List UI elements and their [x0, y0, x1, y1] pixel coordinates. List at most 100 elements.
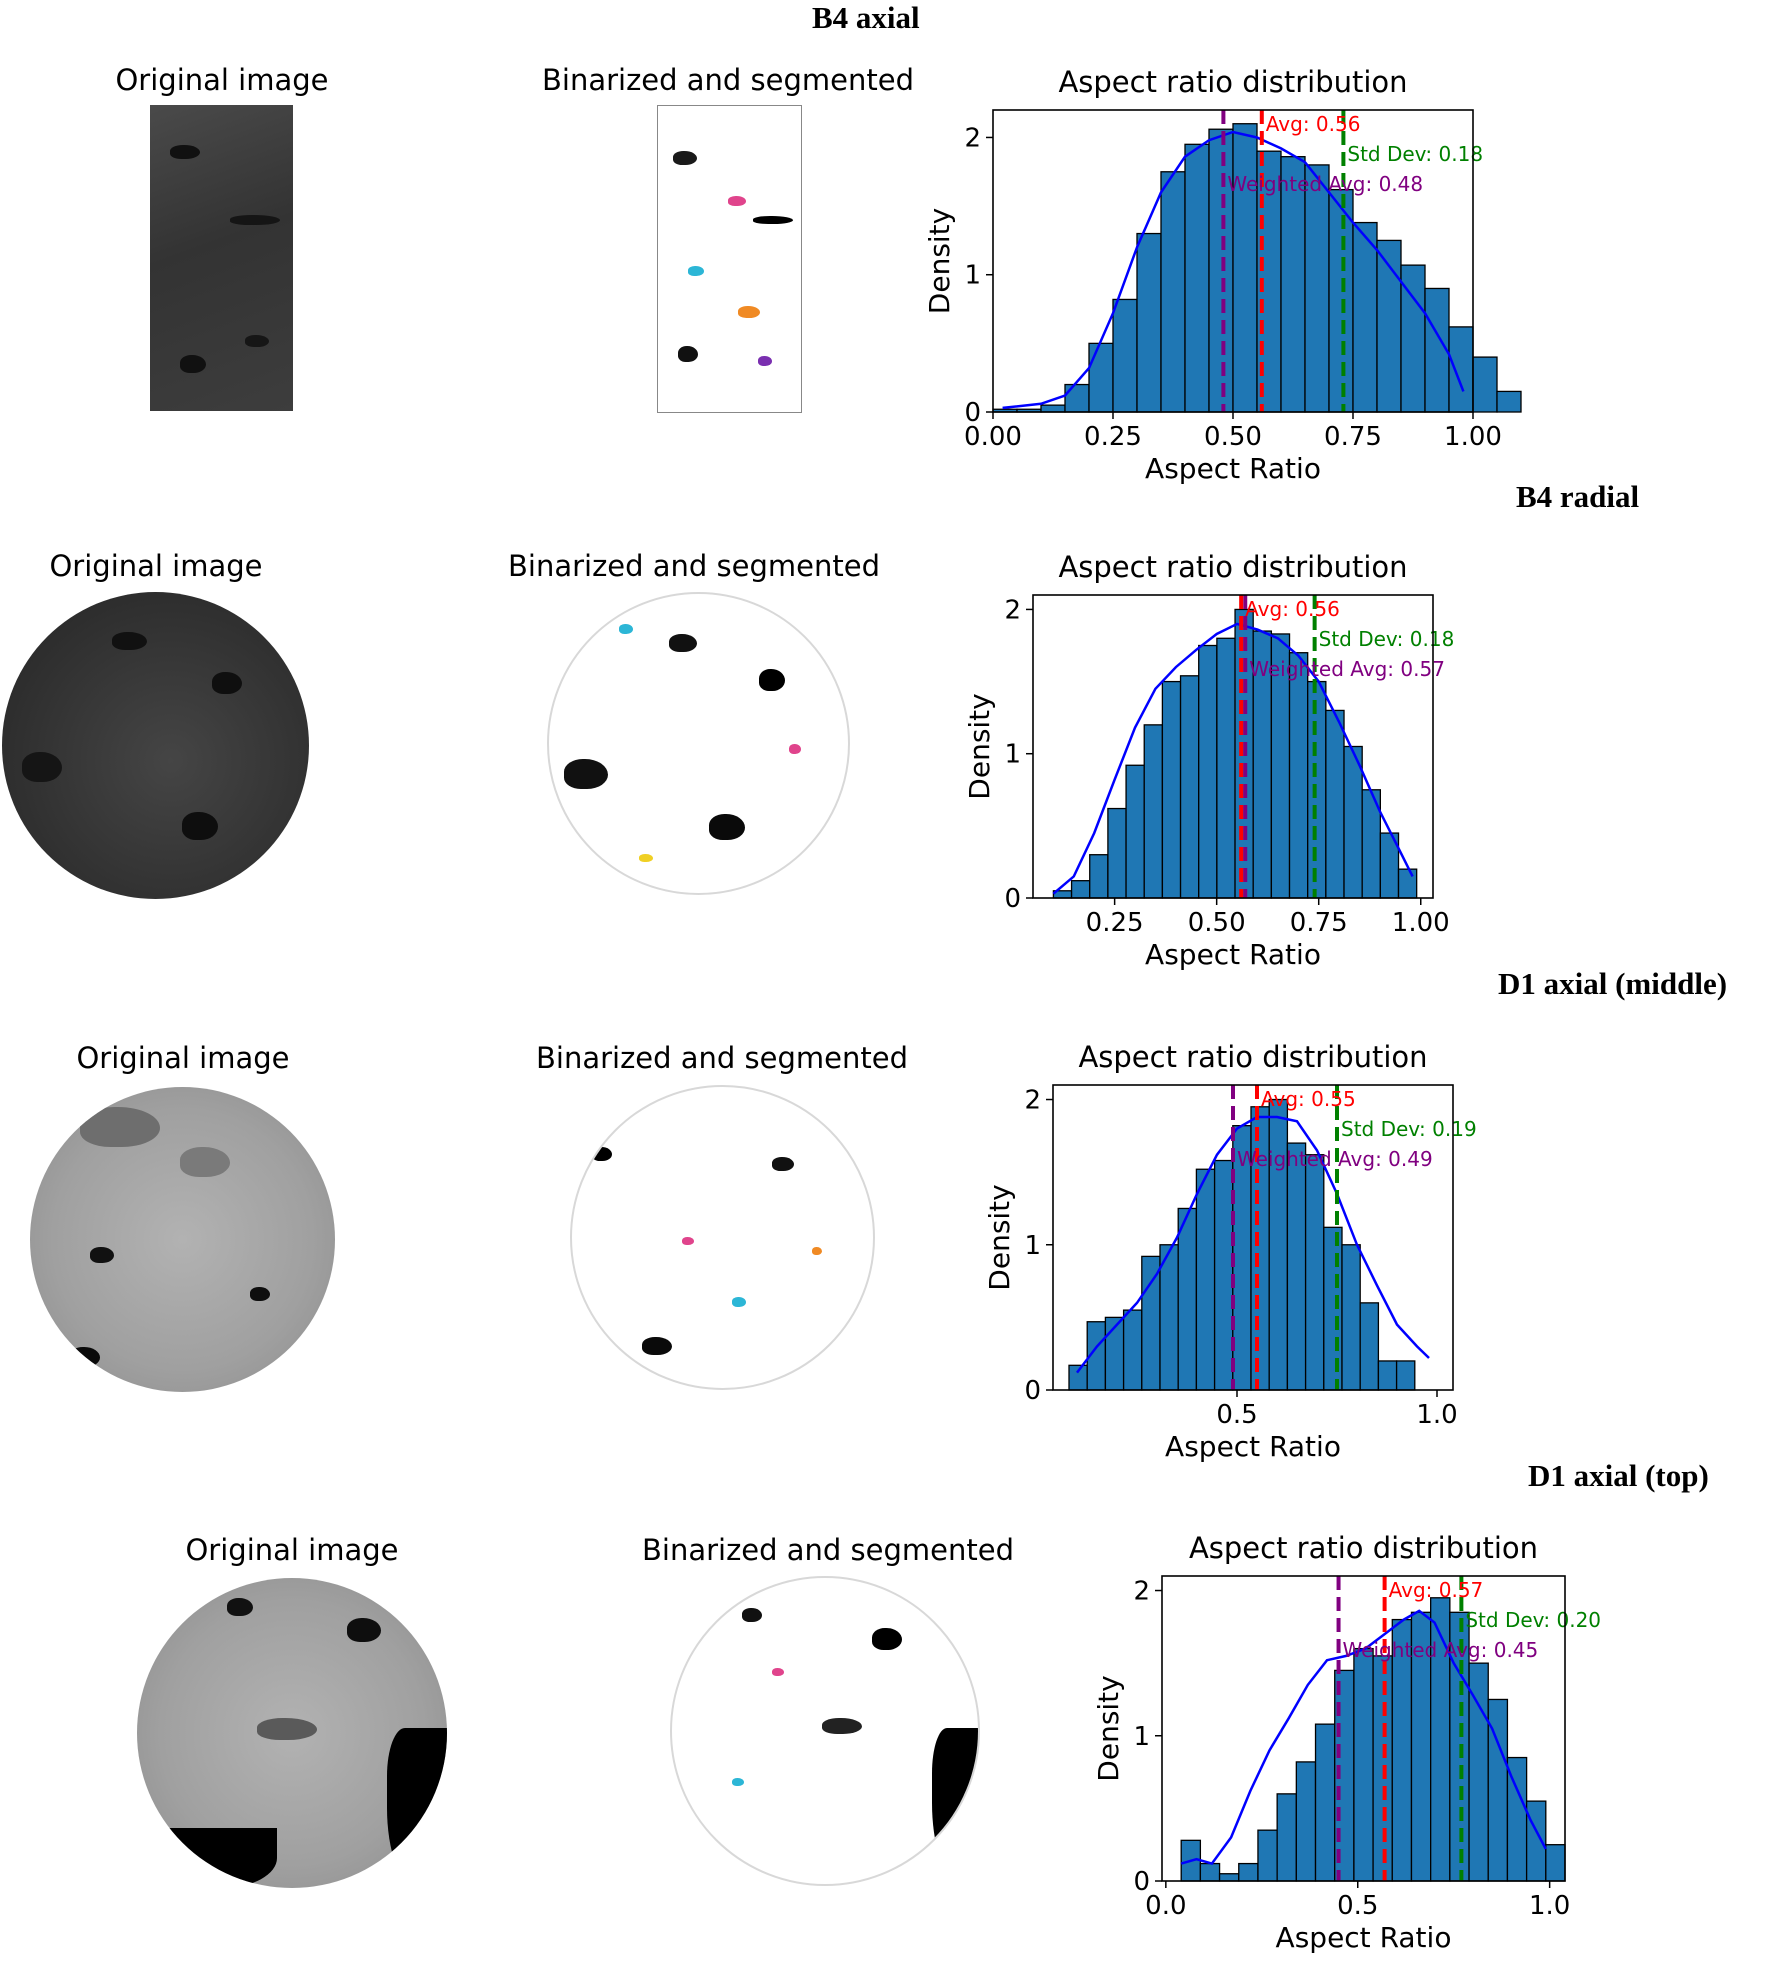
chart-title: Aspect ratio distribution: [1058, 65, 1407, 99]
histogram-bar: [1268, 1098, 1289, 1391]
weighted-avg-label: Weighted Avg: 0.48: [1227, 172, 1423, 196]
histogram-bar: [1179, 675, 1200, 899]
x-tick-label: 0.25: [1084, 422, 1142, 452]
y-tick-label: 1: [1024, 1231, 1041, 1261]
histogram-bar: [1377, 1360, 1398, 1391]
x-tick-label: 1.00: [1392, 908, 1450, 938]
row-title-d1-axial-middle: D1 axial (middle): [1498, 966, 1728, 1001]
y-tick-label: 0: [964, 398, 981, 428]
segmented-image: [570, 1085, 875, 1390]
original-image: [2, 592, 309, 899]
histogram-bar: [1288, 652, 1309, 899]
histogram-bar: [1068, 1364, 1088, 1391]
chart-title: Aspect ratio distribution: [1078, 1040, 1427, 1074]
histogram-bar: [1307, 680, 1327, 899]
row-title-b4-radial: B4 radial: [1516, 479, 1640, 514]
histogram-bar: [1180, 1839, 1202, 1882]
weighted-avg-label: Weighted Avg: 0.57: [1249, 657, 1445, 681]
histogram-bar: [1052, 890, 1073, 899]
std-dev-label: Std Dev: 0.18: [1319, 627, 1455, 651]
histogram-bar: [1184, 143, 1210, 413]
histogram-bar: [1122, 1309, 1143, 1391]
histogram-bar: [1343, 745, 1363, 899]
weighted-avg-label: Weighted Avg: 0.49: [1237, 1147, 1433, 1171]
x-tick-label: 0.50: [1188, 908, 1246, 938]
histogram-bar: [1304, 164, 1330, 413]
original-image: [30, 1087, 335, 1392]
x-tick-label: 0.25: [1086, 908, 1144, 938]
histogram-bar: [1159, 1244, 1179, 1391]
histogram-bar: [1016, 408, 1042, 413]
std-dev-label: Std Dev: 0.19: [1341, 1117, 1477, 1141]
kde-line: [1052, 622, 1414, 895]
original-image: [150, 105, 293, 411]
axes-frame: [1161, 1575, 1566, 1882]
histogram-bar: [1257, 1829, 1278, 1882]
original-image-label: Original image: [185, 1533, 399, 1567]
avg-label: Avg: 0.55: [1261, 1087, 1356, 1111]
histogram-bar: [1276, 1793, 1297, 1882]
histogram-bar: [1216, 637, 1236, 899]
histogram-bar: [1177, 1207, 1198, 1391]
histogram-bar: [1353, 1647, 1374, 1882]
segmented-image-label: Binarized and segmented: [535, 1041, 909, 1075]
avg-label: Avg: 0.56: [1266, 112, 1361, 136]
histogram-bar: [1161, 680, 1182, 899]
x-tick-label: 0.5: [1337, 1891, 1378, 1921]
histogram-bar: [992, 408, 1018, 413]
y-tick-label: 1: [1133, 1722, 1150, 1752]
histogram-bar: [1359, 1302, 1380, 1391]
histogram-bar: [1270, 633, 1291, 899]
histogram-bar: [1040, 404, 1066, 413]
x-axis-label: Aspect Ratio: [1145, 938, 1321, 971]
histogram-bar: [1198, 644, 1218, 899]
histogram-bar: [1218, 1873, 1240, 1882]
x-tick-label: 0.75: [1290, 908, 1348, 938]
histogram-bar: [1334, 1669, 1355, 1882]
histogram-bar: [1213, 1159, 1234, 1391]
histogram-bar: [1449, 1611, 1470, 1882]
chart-title: Aspect ratio distribution: [1189, 1531, 1538, 1565]
kde-line: [1180, 1609, 1547, 1866]
kde-line: [1002, 130, 1465, 410]
histogram-bar: [1328, 188, 1354, 413]
axes-frame: [1032, 594, 1434, 899]
histogram-bar: [1496, 390, 1522, 413]
histogram-bar: [1295, 1761, 1317, 1882]
avg-label: Avg: 0.57: [1389, 1578, 1484, 1602]
y-tick-label: 0: [1004, 884, 1021, 914]
histogram-bar: [1286, 1142, 1307, 1391]
histogram-bar: [1143, 724, 1164, 899]
segmented-image-label: Binarized and segmented: [641, 1533, 1015, 1567]
x-axis-label: Aspect Ratio: [1165, 1430, 1341, 1463]
y-tick-label: 2: [1004, 595, 1021, 625]
x-tick-label: 0.5: [1216, 1400, 1257, 1430]
y-axis-label: Density: [1092, 1675, 1125, 1781]
histogram-bar: [1238, 1862, 1259, 1882]
histogram-bar: [1376, 239, 1402, 413]
histogram-bar: [1341, 1244, 1361, 1391]
histogram-bar: [1361, 789, 1381, 899]
histogram-bar: [1304, 1154, 1325, 1391]
histogram-bar: [1472, 356, 1498, 413]
histogram-bar: [1506, 1756, 1528, 1882]
histogram-bar: [1391, 1618, 1413, 1882]
segmented-image: [670, 1576, 980, 1886]
y-axis-label: Density: [983, 1184, 1016, 1290]
histogram-bar: [1125, 764, 1145, 899]
histogram-bar: [1088, 342, 1114, 413]
histogram-bar: [1379, 832, 1400, 899]
histogram-bar: [1410, 1611, 1432, 1882]
y-tick-label: 1: [1004, 740, 1021, 770]
x-axis-label: Aspect Ratio: [1276, 1921, 1452, 1954]
histogram-bar: [1232, 1125, 1252, 1391]
std-dev-label: Std Dev: 0.20: [1465, 1608, 1601, 1632]
kde-line: [1076, 1115, 1430, 1374]
histogram-bar: [1545, 1844, 1566, 1882]
histogram-bar: [1397, 868, 1418, 899]
y-tick-label: 2: [964, 123, 981, 153]
histogram-bar: [1234, 608, 1254, 899]
histogram-bar: [1395, 1360, 1416, 1391]
histogram-bar: [1160, 171, 1186, 413]
chart-title: Aspect ratio distribution: [1058, 550, 1407, 584]
